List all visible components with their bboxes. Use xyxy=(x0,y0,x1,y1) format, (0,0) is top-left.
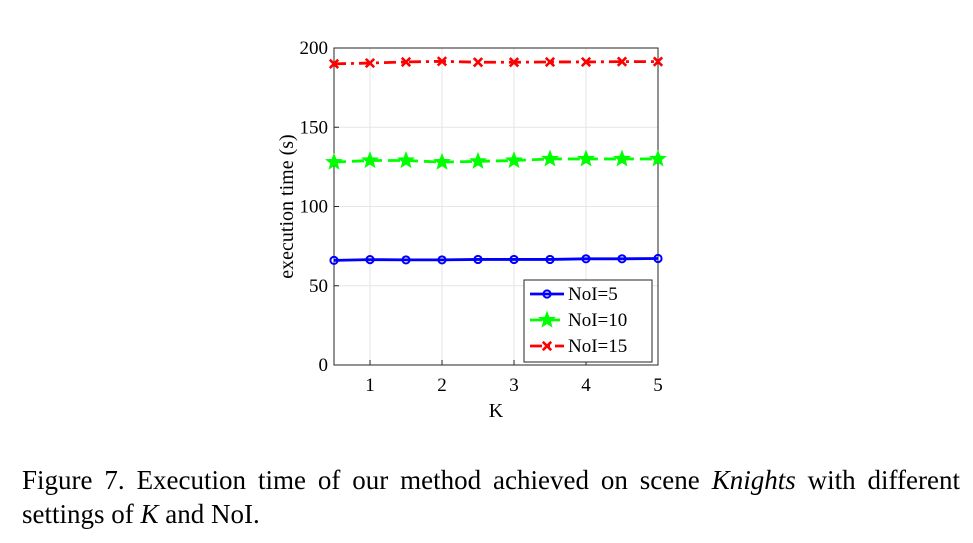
legend-marker xyxy=(541,340,553,352)
caption-k-symbol: K xyxy=(140,499,159,529)
data-point xyxy=(361,151,379,169)
data-point xyxy=(505,151,523,169)
series-noi-15 xyxy=(328,56,664,69)
data-point xyxy=(473,254,483,265)
data-point xyxy=(581,254,591,264)
figure-caption: Figure 7. Execution time of our method a… xyxy=(22,463,960,531)
data-point xyxy=(652,56,664,67)
data-point xyxy=(580,56,592,68)
data-point xyxy=(328,58,340,69)
data-point xyxy=(325,152,343,170)
y-tick-label: 150 xyxy=(300,117,329,138)
legend: NoI=5 NoI=10 NoI=15 xyxy=(523,279,653,363)
data-point xyxy=(508,57,520,68)
data-point xyxy=(469,151,487,169)
data-point xyxy=(472,57,484,68)
data-point xyxy=(617,254,627,264)
y-axis-ticks: 0 50 100 150 200 xyxy=(300,38,339,376)
legend-marker xyxy=(542,289,552,299)
data-point xyxy=(365,254,375,265)
data-point xyxy=(436,56,448,67)
data-point xyxy=(433,152,451,170)
legend-entry-label: NoI=10 xyxy=(568,310,627,331)
x-tick-label: 4 xyxy=(581,375,591,396)
series-layer xyxy=(325,56,667,265)
y-tick-label: 50 xyxy=(309,276,328,297)
data-point xyxy=(544,56,556,68)
data-point xyxy=(400,56,412,68)
x-axis-label: K xyxy=(489,400,504,422)
x-tick-label: 2 xyxy=(437,375,447,396)
caption-suffix: and NoI. xyxy=(158,499,260,529)
legend-marker xyxy=(538,310,556,328)
x-tick-label: 1 xyxy=(365,375,375,396)
data-point xyxy=(329,255,339,265)
data-point xyxy=(653,253,663,264)
data-point xyxy=(509,254,519,265)
series-line xyxy=(333,257,659,262)
series-line xyxy=(333,157,658,164)
y-tick-label: 0 xyxy=(319,355,329,376)
data-point xyxy=(397,151,415,169)
data-point xyxy=(401,255,411,265)
data-point xyxy=(616,56,628,67)
data-point xyxy=(541,149,559,167)
caption-scene-name: Knights xyxy=(711,465,796,495)
data-point xyxy=(364,57,376,69)
caption-middle: with different settings of xyxy=(22,465,960,529)
series-line xyxy=(333,59,658,66)
y-tick-label: 100 xyxy=(300,197,329,218)
series-noi-10 xyxy=(325,149,667,170)
y-axis-label: execution time (s) xyxy=(276,134,298,278)
x-tick-label: 5 xyxy=(653,375,663,396)
legend-entry-label: NoI=15 xyxy=(568,336,627,357)
x-tick-label: 3 xyxy=(509,375,519,396)
series-noi-5 xyxy=(329,253,663,265)
data-point xyxy=(613,149,631,167)
data-point xyxy=(545,254,555,265)
caption-prefix: Figure 7. Execution time of our method a… xyxy=(22,465,712,495)
data-point xyxy=(649,149,667,167)
data-point xyxy=(437,255,447,265)
y-tick-label: 200 xyxy=(300,38,329,59)
data-point xyxy=(577,149,595,167)
legend-entry-label: NoI=5 xyxy=(568,284,618,305)
